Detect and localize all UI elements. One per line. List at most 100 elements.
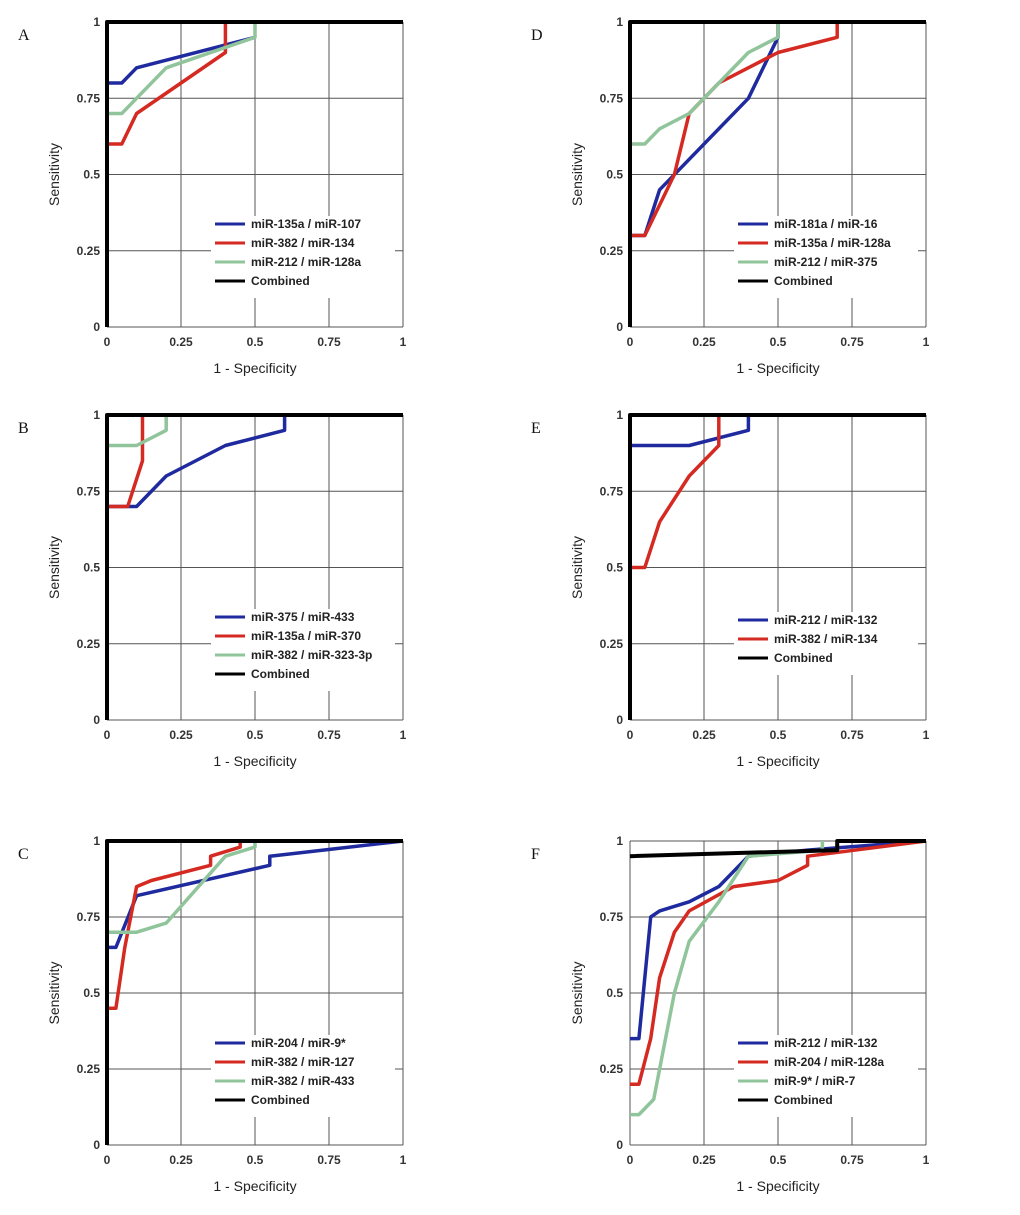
panel-letter: B <box>18 420 29 437</box>
y-tick-label: 1 <box>93 15 100 29</box>
series-line-blue <box>107 415 287 509</box>
x-tick-label: 0 <box>627 335 634 349</box>
y-tick-label: 1 <box>616 15 623 29</box>
x-axis-title: 1 - Specificity <box>736 360 819 376</box>
series-line-black <box>629 839 926 859</box>
x-axis-title: 1 - Specificity <box>213 1178 296 1194</box>
legend-label: miR-9* / miR-7 <box>774 1074 856 1088</box>
x-tick-label: 1 <box>923 335 930 349</box>
legend-label: miR-204 / miR-128a <box>774 1055 884 1069</box>
y-tick-label: 0.5 <box>606 561 623 575</box>
y-tick-label: 0.25 <box>600 244 624 258</box>
chart-panel-e: E 0 0.25 0.5 0.75 1 0 0.25 0.5 0.75 1 1 - Specifici… <box>531 408 930 769</box>
series-line-red <box>107 22 228 146</box>
chart-panel-f: F 0 0.25 0.5 0.75 1 0 0.25 0.5 0.75 1 1 - Specifici… <box>531 834 930 1194</box>
legend-label: miR-204 / miR-9* <box>251 1036 346 1050</box>
x-tick-label: 0.75 <box>840 728 864 742</box>
x-tick-label: 0.25 <box>692 728 716 742</box>
x-tick-label: 0.75 <box>317 335 341 349</box>
legend-label: miR-382 / miR-127 <box>251 1055 355 1069</box>
x-axis-title: 1 - Specificity <box>736 753 819 769</box>
legend-label: Combined <box>774 274 833 288</box>
x-axis-title: 1 - Specificity <box>213 360 296 376</box>
x-tick-label: 1 <box>400 728 407 742</box>
legend-label: miR-212 / miR-132 <box>774 1036 878 1050</box>
series-line-black <box>628 413 926 720</box>
legend-label: miR-135a / miR-128a <box>774 236 891 250</box>
legend-label: miR-382 / miR-134 <box>251 236 355 250</box>
y-tick-label: 0 <box>93 1138 100 1152</box>
series-line-green <box>107 415 168 448</box>
x-tick-label: 1 <box>923 728 930 742</box>
x-tick-label: 0.5 <box>247 1153 264 1167</box>
chart-panel-b: B 0 0.25 0.5 0.75 1 0 0.25 0.5 0.75 1 1 - Specifici… <box>18 408 407 769</box>
x-tick-label: 0.25 <box>169 335 193 349</box>
legend-label: miR-135a / miR-370 <box>251 629 361 643</box>
y-tick-label: 0 <box>616 320 623 334</box>
y-tick-label: 0.5 <box>606 168 623 182</box>
x-axis-title: 1 - Specificity <box>736 1178 819 1194</box>
y-tick-label: 0.75 <box>77 910 101 924</box>
chart-panel-a: A 0 0.25 0.5 0.75 1 0 0.25 0.5 0.75 1 1 - Specifici… <box>18 15 407 376</box>
x-tick-label: 0.5 <box>770 335 787 349</box>
legend-box <box>211 609 395 691</box>
legend-box <box>734 216 918 298</box>
y-tick-label: 0.25 <box>77 244 101 258</box>
x-tick-label: 0.25 <box>692 1153 716 1167</box>
chart-panel-d: D 0 0.25 0.5 0.75 1 0 0.25 0.5 0.75 1 1 - Specifici… <box>531 15 930 376</box>
panel-letter: E <box>531 420 541 437</box>
x-tick-label: 0.5 <box>247 335 264 349</box>
panel-letter: A <box>18 27 30 44</box>
legend-label: Combined <box>251 667 310 681</box>
legend-label: miR-181a / miR-16 <box>774 217 878 231</box>
y-tick-label: 1 <box>93 834 100 848</box>
y-axis-title: Sensitivity <box>569 143 585 206</box>
x-tick-label: 0.5 <box>770 1153 787 1167</box>
x-tick-label: 0.75 <box>317 1153 341 1167</box>
legend-label: miR-212 / miR-132 <box>774 613 878 627</box>
panel-letter: C <box>18 846 29 863</box>
x-axis-title: 1 - Specificity <box>213 753 296 769</box>
y-tick-label: 0 <box>93 320 100 334</box>
y-axis-title: Sensitivity <box>46 961 62 1024</box>
y-tick-label: 1 <box>616 408 623 422</box>
y-tick-label: 0.25 <box>77 637 101 651</box>
x-tick-label: 0.75 <box>317 728 341 742</box>
panel-letter: D <box>531 27 543 44</box>
legend-label: miR-135a / miR-107 <box>251 217 361 231</box>
series-line-green <box>107 22 257 116</box>
series-line-red <box>107 841 242 1010</box>
legend-label: miR-375 / miR-433 <box>251 610 355 624</box>
series-line-blue <box>107 35 256 85</box>
x-tick-label: 0.75 <box>840 335 864 349</box>
series-line-black <box>105 839 403 1145</box>
x-tick-label: 0 <box>104 335 111 349</box>
y-tick-label: 0 <box>93 713 100 727</box>
y-tick-label: 0.75 <box>600 484 624 498</box>
y-tick-label: 0 <box>616 713 623 727</box>
series-line-red <box>107 415 145 509</box>
y-tick-label: 1 <box>93 408 100 422</box>
x-tick-label: 0.5 <box>770 728 787 742</box>
y-tick-label: 0.5 <box>606 986 623 1000</box>
series-line-black <box>105 413 403 720</box>
legend-box <box>211 216 395 298</box>
y-tick-label: 0.75 <box>600 910 624 924</box>
legend-label: Combined <box>251 1093 310 1107</box>
x-tick-label: 0.25 <box>692 335 716 349</box>
chart-panel-c: C 0 0.25 0.5 0.75 1 0 0.25 0.5 0.75 1 1 - Specifici… <box>18 834 407 1194</box>
x-tick-label: 0.5 <box>247 728 264 742</box>
series-line-black <box>105 20 403 327</box>
legend-label: miR-212 / miR-128a <box>251 255 361 269</box>
y-axis-title: Sensitivity <box>46 143 62 206</box>
panel-letter: F <box>531 846 540 863</box>
x-tick-label: 0 <box>104 1153 111 1167</box>
legend-label: Combined <box>774 651 833 665</box>
legend-box <box>734 612 918 675</box>
series-line-red <box>630 415 721 570</box>
legend-label: miR-382 / miR-323-3p <box>251 648 372 662</box>
y-axis-title: Sensitivity <box>569 536 585 599</box>
legend-box <box>211 1035 395 1117</box>
y-axis-title: Sensitivity <box>46 536 62 599</box>
